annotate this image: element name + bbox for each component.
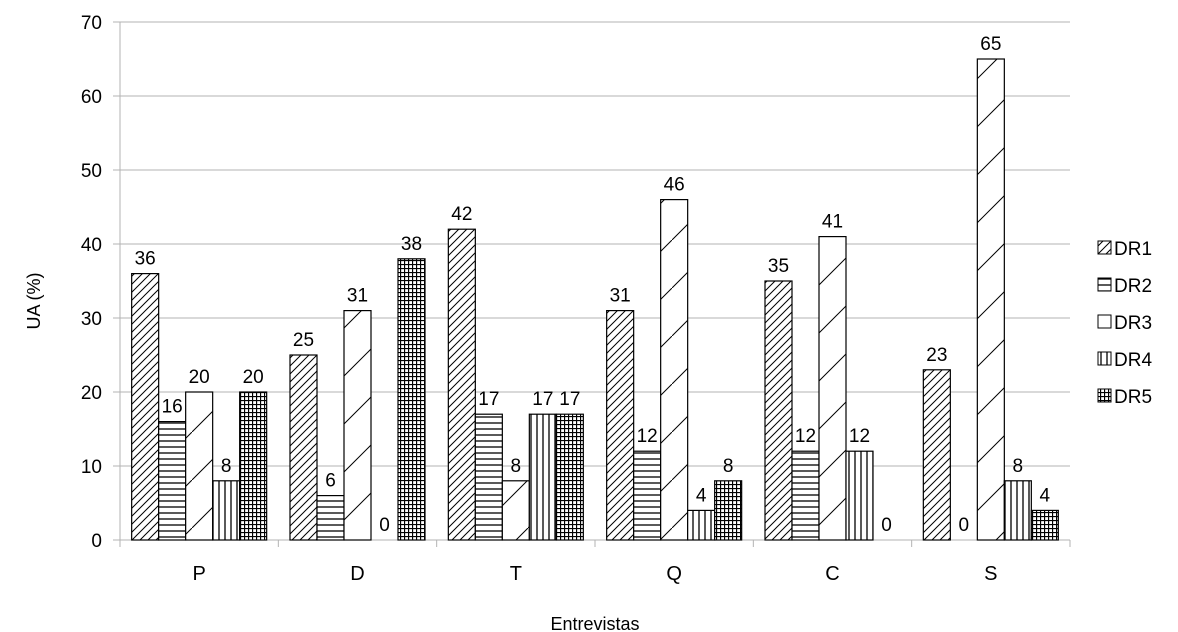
- bar-dr5: [239, 391, 268, 541]
- bar-dr3: [343, 310, 372, 541]
- data-label: 4: [1040, 485, 1051, 506]
- bar-dr4: [528, 413, 557, 541]
- x-category-label: D: [350, 563, 364, 585]
- data-label: 23: [926, 345, 947, 366]
- y-tick-label: 50: [81, 161, 102, 182]
- data-label: 17: [559, 389, 580, 410]
- bar-dr4: [687, 509, 716, 541]
- legend-swatch: [1097, 388, 1112, 403]
- data-label: 17: [532, 389, 553, 410]
- data-label: 46: [664, 175, 685, 196]
- data-label: 42: [451, 204, 472, 225]
- y-tick-label: 10: [81, 457, 102, 478]
- data-label: 12: [849, 426, 870, 447]
- legend-label: DR4: [1114, 350, 1152, 371]
- data-label: 4: [696, 485, 707, 506]
- x-category-label: T: [510, 563, 522, 585]
- data-label: 8: [1013, 456, 1024, 477]
- bar-dr1: [606, 310, 635, 541]
- bar-dr3: [818, 236, 847, 541]
- bar-dr2: [633, 450, 662, 541]
- y-tick-label: 30: [81, 309, 102, 330]
- legend-label: DR5: [1114, 387, 1152, 408]
- bar-dr1: [764, 280, 793, 541]
- bar-dr1: [447, 228, 476, 541]
- bar-dr3: [501, 480, 530, 541]
- legend-item-dr1: DR1: [1097, 239, 1152, 260]
- legend-item-dr2: DR2: [1097, 276, 1152, 297]
- bar-dr3: [185, 391, 214, 541]
- bar-dr1: [289, 354, 318, 541]
- y-tick-label: 70: [81, 13, 102, 34]
- legend-item-dr3: DR3: [1097, 313, 1152, 334]
- legend-label: DR1: [1114, 239, 1152, 260]
- data-label: 8: [511, 456, 522, 477]
- grid-lines: [120, 21, 1070, 541]
- bar-dr5: [1030, 509, 1059, 541]
- data-label: 12: [795, 426, 816, 447]
- x-category-label: S: [984, 563, 997, 585]
- data-label: 8: [221, 456, 232, 477]
- data-label: 0: [959, 515, 970, 536]
- bar-dr2: [316, 495, 345, 541]
- bar-dr2: [158, 421, 187, 541]
- bar-dr1: [131, 273, 160, 541]
- legend-label: DR2: [1114, 276, 1152, 297]
- legend-swatch: [1097, 240, 1112, 255]
- bar-dr5: [555, 413, 584, 541]
- bars: [131, 58, 1059, 541]
- legend: DR1 DR2 DR3 DR4 DR5: [1097, 239, 1152, 408]
- data-label: 36: [135, 249, 156, 270]
- y-tick-label: 0: [91, 531, 102, 552]
- x-category-label: Q: [666, 563, 682, 585]
- bar-dr2: [474, 413, 503, 541]
- data-label: 0: [379, 515, 390, 536]
- bar-dr5: [714, 480, 743, 541]
- legend-label: DR3: [1114, 313, 1152, 334]
- legend-item-dr4: DR4: [1097, 350, 1152, 371]
- data-label: 0: [881, 515, 892, 536]
- data-label: 16: [162, 397, 183, 418]
- data-label: 38: [401, 234, 422, 255]
- data-label: 20: [243, 367, 264, 388]
- x-category-label: P: [192, 563, 205, 585]
- data-label: 35: [768, 256, 789, 277]
- bar-dr4: [1003, 480, 1032, 541]
- data-label: 12: [637, 426, 658, 447]
- bar-dr2: [791, 450, 820, 541]
- data-label: 31: [610, 286, 631, 307]
- data-label: 65: [980, 34, 1001, 55]
- data-label: 17: [478, 389, 499, 410]
- bar-dr4: [212, 480, 241, 541]
- x-axis-title: Entrevistas: [550, 614, 639, 632]
- bar-dr4: [845, 450, 874, 541]
- y-tick-label: 60: [81, 87, 102, 108]
- data-label: 8: [723, 456, 734, 477]
- y-tick-label: 20: [81, 383, 102, 404]
- legend-swatch: [1097, 351, 1112, 366]
- bar-dr5: [397, 258, 426, 541]
- bar-dr3: [976, 58, 1005, 541]
- bar-dr1: [922, 369, 951, 541]
- x-category-label: C: [825, 563, 839, 585]
- y-axis-title: UA (%): [24, 272, 44, 329]
- y-tick-label: 40: [81, 235, 102, 256]
- bar-dr3: [660, 199, 689, 541]
- legend-swatch: [1097, 277, 1112, 292]
- data-label: 20: [189, 367, 210, 388]
- data-label: 6: [325, 471, 336, 492]
- data-label: 41: [822, 212, 843, 233]
- legend-swatch: [1097, 314, 1112, 329]
- data-label: 25: [293, 330, 314, 351]
- data-label: 31: [347, 286, 368, 307]
- legend-item-dr5: DR5: [1097, 387, 1152, 408]
